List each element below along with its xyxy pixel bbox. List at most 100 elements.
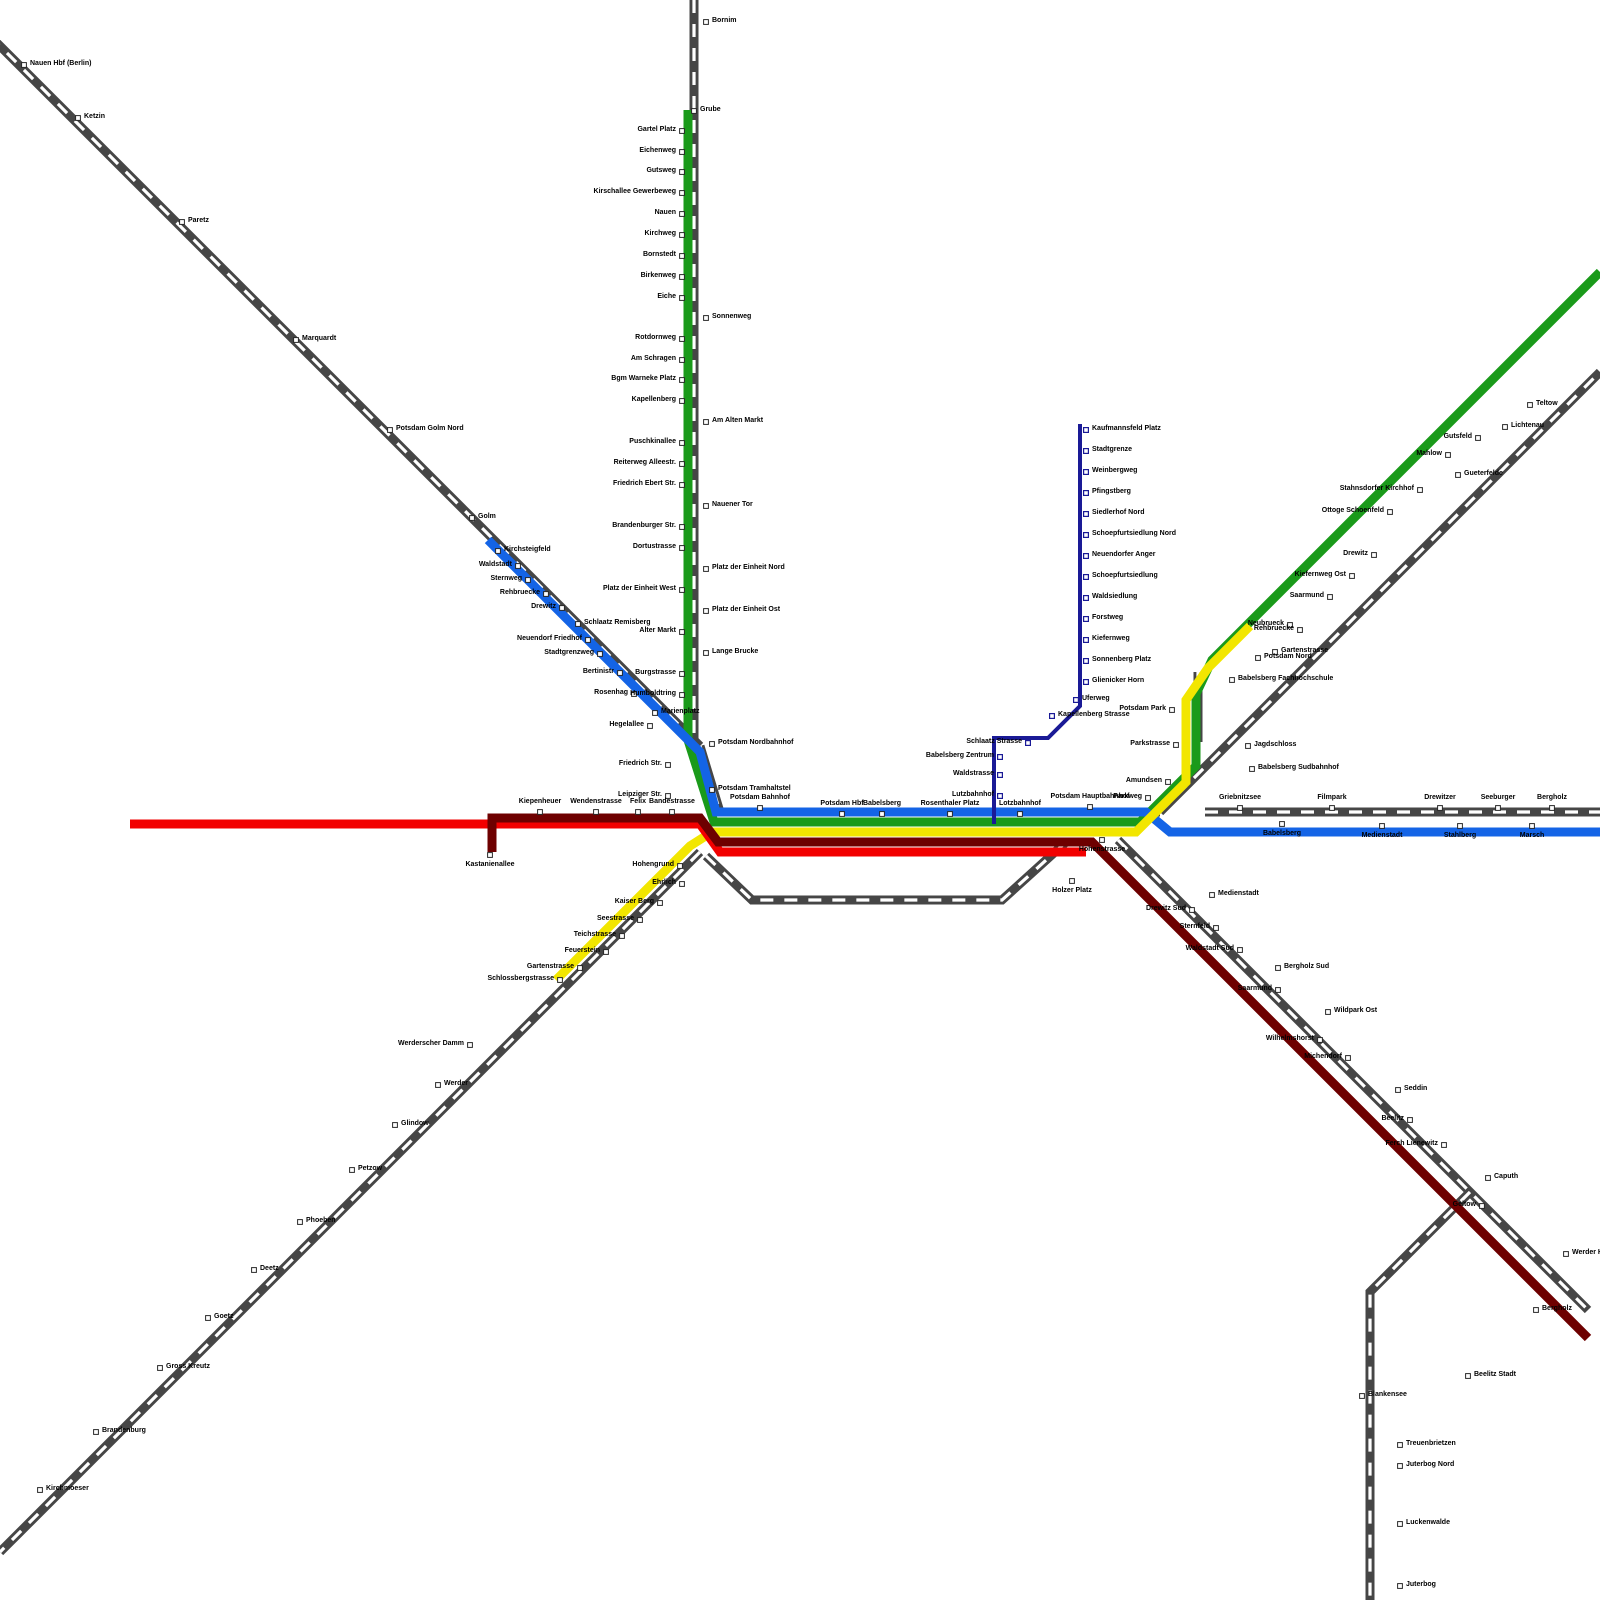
station-marker[interactable] xyxy=(435,1082,441,1088)
station-marker[interactable] xyxy=(703,608,709,614)
station-marker[interactable] xyxy=(1417,487,1423,493)
station-marker[interactable] xyxy=(1317,1037,1323,1043)
station-marker[interactable] xyxy=(251,1267,257,1273)
station-marker[interactable] xyxy=(679,461,685,467)
station-marker[interactable] xyxy=(1255,655,1261,661)
station-marker[interactable] xyxy=(703,315,709,321)
station-marker[interactable] xyxy=(679,587,685,593)
station-marker[interactable] xyxy=(679,440,685,446)
station-marker[interactable] xyxy=(1189,907,1195,913)
station-marker[interactable] xyxy=(839,811,845,817)
station-marker[interactable] xyxy=(603,949,609,955)
station-marker[interactable] xyxy=(652,710,658,716)
station-marker[interactable] xyxy=(1072,696,1079,703)
station-marker[interactable] xyxy=(665,762,671,768)
station-marker[interactable] xyxy=(1349,573,1355,579)
station-marker[interactable] xyxy=(703,419,709,425)
station-marker[interactable] xyxy=(1237,947,1243,953)
station-marker[interactable] xyxy=(1457,823,1463,829)
station-marker[interactable] xyxy=(1082,490,1089,497)
station-marker[interactable] xyxy=(1395,1087,1401,1093)
station-marker[interactable] xyxy=(1379,823,1385,829)
station-marker[interactable] xyxy=(515,563,521,569)
station-marker[interactable] xyxy=(75,115,81,121)
station-marker[interactable] xyxy=(679,128,685,134)
station-marker[interactable] xyxy=(679,253,685,259)
station-marker[interactable] xyxy=(1245,743,1251,749)
station-marker[interactable] xyxy=(1209,892,1215,898)
station-marker[interactable] xyxy=(679,357,685,363)
station-marker[interactable] xyxy=(1069,878,1075,884)
station-marker[interactable] xyxy=(679,482,685,488)
station-marker[interactable] xyxy=(1563,1251,1569,1257)
station-marker[interactable] xyxy=(93,1429,99,1435)
station-marker[interactable] xyxy=(1475,435,1481,441)
station-marker[interactable] xyxy=(1213,925,1219,931)
station-marker[interactable] xyxy=(679,190,685,196)
station-marker[interactable] xyxy=(679,149,685,155)
station-marker[interactable] xyxy=(657,900,663,906)
station-marker[interactable] xyxy=(1345,1055,1351,1061)
station-marker[interactable] xyxy=(679,692,685,698)
station-marker[interactable] xyxy=(1329,805,1335,811)
station-marker[interactable] xyxy=(1297,627,1303,633)
station-marker[interactable] xyxy=(1527,402,1533,408)
station-marker[interactable] xyxy=(537,809,543,815)
station-marker[interactable] xyxy=(996,753,1003,760)
station-marker[interactable] xyxy=(1441,1142,1447,1148)
station-marker[interactable] xyxy=(1169,707,1175,713)
station-marker[interactable] xyxy=(392,1122,398,1128)
station-marker[interactable] xyxy=(1437,805,1443,811)
station-marker[interactable] xyxy=(703,19,709,25)
station-marker[interactable] xyxy=(157,1365,163,1371)
station-marker[interactable] xyxy=(679,398,685,404)
station-marker[interactable] xyxy=(1445,452,1451,458)
station-marker[interactable] xyxy=(996,792,1003,799)
station-marker[interactable] xyxy=(677,863,683,869)
station-marker[interactable] xyxy=(669,809,675,815)
station-marker[interactable] xyxy=(205,1315,211,1321)
station-marker[interactable] xyxy=(703,650,709,656)
station-marker[interactable] xyxy=(619,933,625,939)
station-marker[interactable] xyxy=(1287,622,1293,628)
station-marker[interactable] xyxy=(1479,1203,1485,1209)
station-marker[interactable] xyxy=(679,295,685,301)
station-marker[interactable] xyxy=(631,691,637,697)
station-marker[interactable] xyxy=(679,211,685,217)
station-marker[interactable] xyxy=(757,805,763,811)
station-marker[interactable] xyxy=(1082,594,1089,601)
station-marker[interactable] xyxy=(1082,427,1089,434)
station-marker[interactable] xyxy=(1495,805,1501,811)
station-marker[interactable] xyxy=(617,670,623,676)
station-marker[interactable] xyxy=(575,621,581,627)
station-marker[interactable] xyxy=(559,605,565,611)
station-marker[interactable] xyxy=(1272,649,1278,655)
station-marker[interactable] xyxy=(679,169,685,175)
station-marker[interactable] xyxy=(525,577,531,583)
station-marker[interactable] xyxy=(679,629,685,635)
station-marker[interactable] xyxy=(679,671,685,677)
station-marker[interactable] xyxy=(1275,987,1281,993)
station-marker[interactable] xyxy=(1455,472,1461,478)
station-marker[interactable] xyxy=(647,723,653,729)
station-marker[interactable] xyxy=(1387,509,1393,515)
station-marker[interactable] xyxy=(21,62,27,68)
station-marker[interactable] xyxy=(179,219,185,225)
station-marker[interactable] xyxy=(495,548,501,554)
station-marker[interactable] xyxy=(679,881,685,887)
station-marker[interactable] xyxy=(297,1219,303,1225)
station-marker[interactable] xyxy=(679,274,685,280)
station-marker[interactable] xyxy=(637,917,643,923)
station-marker[interactable] xyxy=(1397,1442,1403,1448)
station-marker[interactable] xyxy=(1165,779,1171,785)
station-marker[interactable] xyxy=(1397,1583,1403,1589)
station-marker[interactable] xyxy=(1327,594,1333,600)
station-marker[interactable] xyxy=(469,515,475,521)
station-marker[interactable] xyxy=(1145,795,1151,801)
station-marker[interactable] xyxy=(1229,677,1235,683)
station-marker[interactable] xyxy=(1529,823,1535,829)
station-marker[interactable] xyxy=(1533,1307,1539,1313)
station-marker[interactable] xyxy=(1407,1117,1413,1123)
station-marker[interactable] xyxy=(703,503,709,509)
station-marker[interactable] xyxy=(679,336,685,342)
